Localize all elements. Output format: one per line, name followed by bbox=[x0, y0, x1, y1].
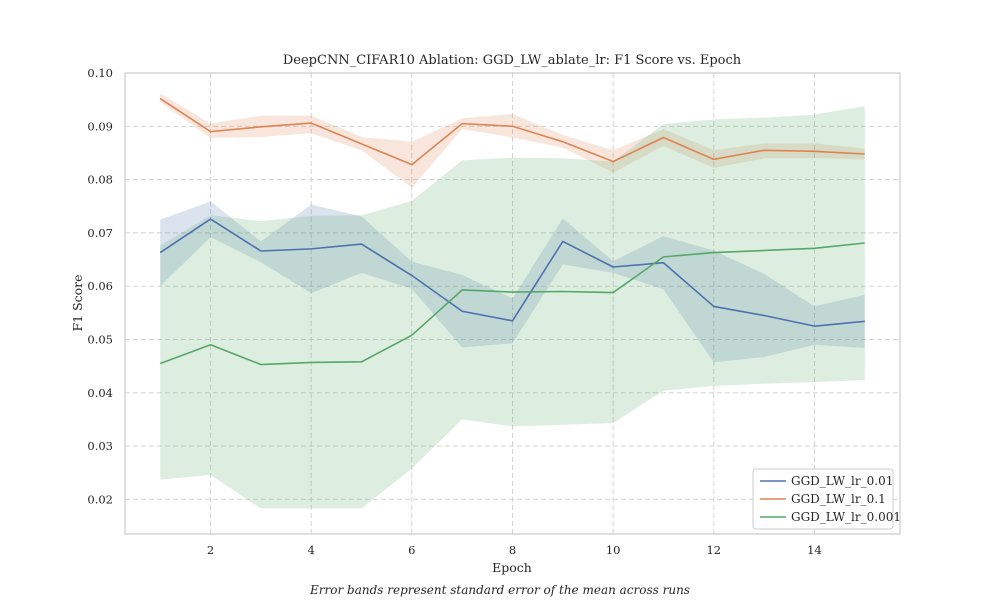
x-tick-label: 14 bbox=[807, 543, 822, 557]
error-band-2 bbox=[160, 106, 865, 509]
x-tick-label: 4 bbox=[308, 543, 315, 557]
x-tick-label: 2 bbox=[207, 543, 214, 557]
y-tick-label: 0.03 bbox=[87, 439, 113, 453]
y-tick-labels: 0.02 0.03 0.04 0.05 0.06 0.07 0.08 0.09 0.10 bbox=[87, 66, 113, 506]
legend-label: GGD_LW_lr_0.01 bbox=[791, 474, 893, 488]
series-line-layer bbox=[159, 97, 865, 366]
series-line-0 bbox=[159, 218, 865, 327]
x-axis-label: Epoch bbox=[492, 560, 532, 575]
x-tick-label: 10 bbox=[606, 543, 621, 557]
error-band-0 bbox=[160, 201, 865, 363]
legend-label: GGD_LW_lr_0.1 bbox=[791, 492, 886, 506]
x-tick-label: 6 bbox=[408, 543, 415, 557]
legend-box bbox=[752, 468, 894, 530]
y-tick-label: 0.09 bbox=[87, 119, 113, 133]
x-tick-labels: 2 4 6 8 10 12 14 bbox=[207, 543, 822, 557]
chart-caption: Error bands represent standard error of … bbox=[309, 583, 690, 597]
legend-label: GGD_LW_lr_0.001 bbox=[791, 510, 901, 524]
y-tick-label: 0.10 bbox=[87, 66, 113, 80]
series-line-1 bbox=[159, 97, 865, 166]
error-band-layer bbox=[160, 93, 865, 509]
y-tick-label: 0.04 bbox=[87, 386, 113, 400]
x-tick-label: 12 bbox=[706, 543, 721, 557]
y-tick-label: 0.08 bbox=[87, 173, 113, 187]
y-tick-label: 0.06 bbox=[87, 279, 113, 293]
series-line-2 bbox=[159, 242, 865, 366]
y-tick-label: 0.05 bbox=[87, 332, 113, 346]
plot-frame bbox=[124, 72, 901, 535]
legend: GGD_LW_lr_0.01 GGD_LW_lr_0.1 GGD_LW_lr_0.0… bbox=[752, 468, 901, 530]
y-axis-label: F1 Score bbox=[70, 274, 85, 331]
y-tick-label: 0.07 bbox=[87, 226, 113, 240]
y-tick-label: 0.02 bbox=[87, 492, 113, 506]
x-tick-label: 8 bbox=[509, 543, 516, 557]
chart-title: DeepCNN_CIFAR10 Ablation: GGD_LW_ablate_… bbox=[283, 53, 742, 68]
